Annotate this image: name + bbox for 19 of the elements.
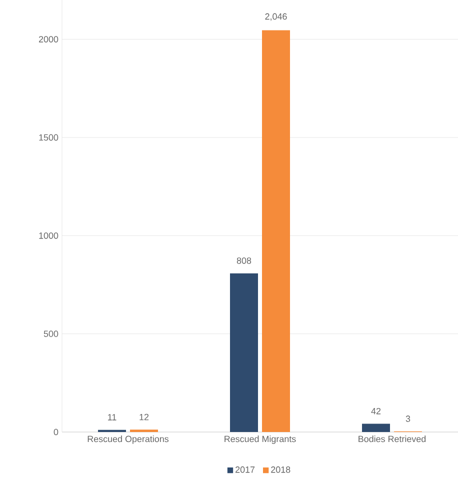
x-tick-label: Rescued Operations (88, 436, 169, 444)
x-tick-label: Rescued Migrants (224, 436, 296, 444)
data-label: 42 (371, 408, 381, 414)
y-tick-label: 2000 (38, 36, 58, 42)
y-tick-label: 0 (54, 428, 58, 436)
y-tick-label: 500 (44, 330, 58, 337)
y-tick-label: 1500 (39, 134, 58, 141)
bar (230, 273, 258, 432)
data-label: 12 (140, 414, 149, 420)
data-label: 2,046 (265, 13, 287, 21)
legend-label: 2018 (271, 466, 290, 473)
bar (262, 30, 290, 432)
data-label: 3 (406, 416, 410, 422)
x-tick-label: Bodies Retrieved (358, 436, 426, 442)
data-label: 808 (236, 257, 252, 264)
data-label: 11 (108, 414, 116, 420)
y-tick-label: 1000 (39, 232, 58, 239)
bar (362, 424, 390, 432)
legend-label: 2017 (236, 466, 255, 473)
